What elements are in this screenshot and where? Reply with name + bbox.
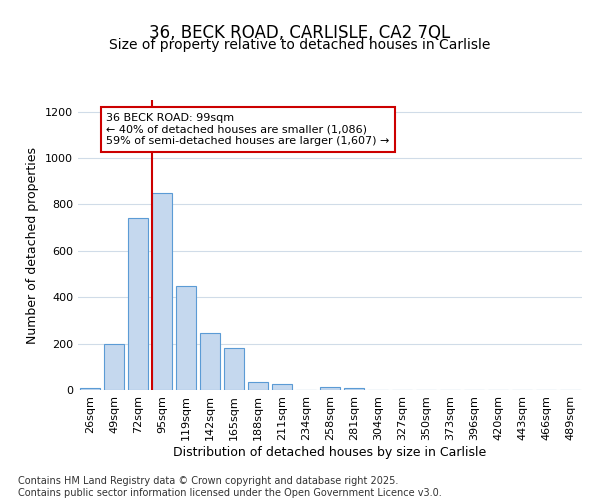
Bar bbox=[344, 388, 364, 390]
Bar bbox=[104, 344, 124, 390]
Text: Contains HM Land Registry data © Crown copyright and database right 2025.
Contai: Contains HM Land Registry data © Crown c… bbox=[18, 476, 442, 498]
X-axis label: Distribution of detached houses by size in Carlisle: Distribution of detached houses by size … bbox=[173, 446, 487, 458]
Text: 36, BECK ROAD, CARLISLE, CA2 7QL: 36, BECK ROAD, CARLISLE, CA2 7QL bbox=[149, 24, 451, 42]
Text: Size of property relative to detached houses in Carlisle: Size of property relative to detached ho… bbox=[109, 38, 491, 52]
Bar bbox=[272, 384, 292, 390]
Y-axis label: Number of detached properties: Number of detached properties bbox=[26, 146, 40, 344]
Text: 36 BECK ROAD: 99sqm
← 40% of detached houses are smaller (1,086)
59% of semi-det: 36 BECK ROAD: 99sqm ← 40% of detached ho… bbox=[106, 113, 389, 146]
Bar bbox=[176, 286, 196, 390]
Bar bbox=[320, 386, 340, 390]
Bar bbox=[80, 388, 100, 390]
Bar bbox=[248, 382, 268, 390]
Bar bbox=[200, 333, 220, 390]
Bar bbox=[128, 218, 148, 390]
Bar bbox=[152, 193, 172, 390]
Bar bbox=[224, 348, 244, 390]
